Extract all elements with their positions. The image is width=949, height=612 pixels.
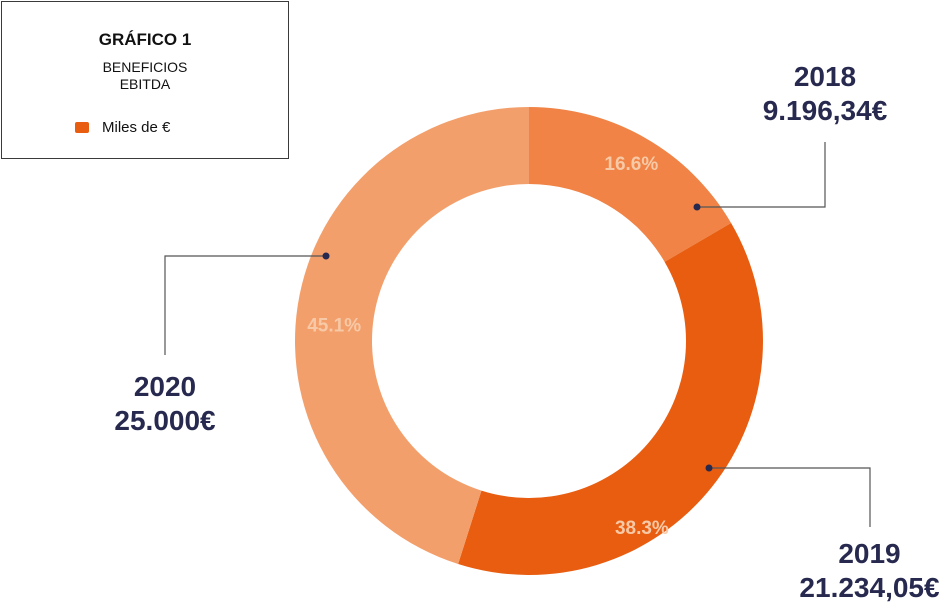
leader-line-2019 — [709, 467, 871, 527]
callout-2019: 2019 21.234,05€ — [790, 537, 949, 605]
callout-value: 25.000€ — [114, 405, 216, 436]
percent-label-2018: 16.6% — [604, 154, 658, 175]
callout-value: 21.234,05€ — [799, 572, 940, 603]
legend-box: GRÁFICO 1 BENEFICIOS EBITDA Miles de € — [1, 1, 289, 159]
callout-year: 2020 — [133, 371, 197, 402]
percent-label-2020: 45.1% — [307, 316, 361, 337]
leader-dot-2018 — [693, 203, 701, 211]
callout-2020: 2020 25.000€ — [100, 370, 230, 438]
chart-title: GRÁFICO 1 — [98, 30, 192, 49]
leader-dot-2019 — [705, 464, 713, 472]
leader-dot-2020 — [322, 252, 330, 260]
callout-2018: 2018 9.196,34€ — [755, 60, 895, 128]
callout-year: 2018 — [793, 61, 857, 92]
slice-2020 — [295, 107, 529, 565]
callout-year: 2019 — [838, 538, 901, 569]
slice-2018 — [529, 107, 732, 262]
legend-swatch — [75, 122, 89, 133]
subtitle-line-2: EBITDA — [119, 76, 171, 92]
slice-2019 — [458, 223, 764, 575]
leader-line-2018 — [697, 142, 826, 208]
chart-subtitle: BENEFICIOS EBITDA — [2, 59, 288, 93]
callout-value: 9.196,34€ — [762, 95, 888, 126]
legend-label: Miles de € — [102, 119, 171, 136]
leader-line-2020 — [164, 255, 326, 355]
legend-entry: Miles de € — [75, 119, 170, 136]
percent-label-2019: 38.3% — [615, 518, 669, 539]
subtitle-line-1: BENEFICIOS — [102, 59, 188, 75]
